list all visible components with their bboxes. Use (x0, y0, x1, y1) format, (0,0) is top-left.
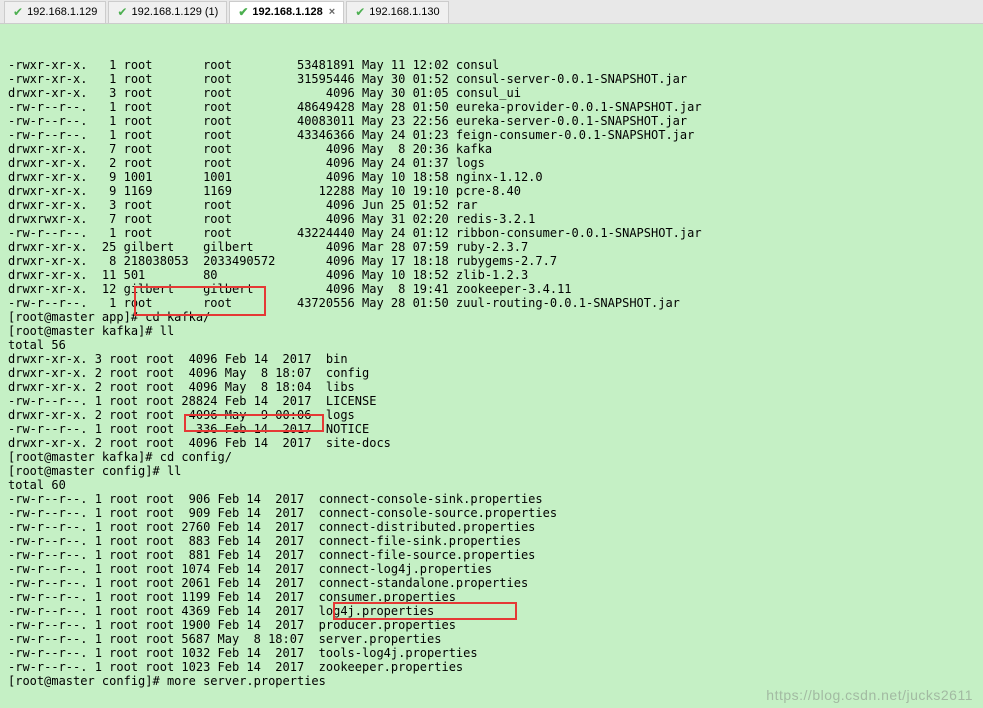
ls-row: drwxr-xr-x. 3 root root 4096 Jun 25 01:5… (8, 198, 975, 212)
tab-192-168-1-130[interactable]: ✔ 192.168.1.130 (346, 1, 448, 23)
ls-row: -rw-r--r--. 1 root root 43224440 May 24 … (8, 226, 975, 240)
prompt-cd-config: [root@master kafka]# cd config/ (8, 450, 975, 464)
ls-row: -rw-r--r--. 1 root root 1900 Feb 14 2017… (8, 618, 975, 632)
ls-row: drwxr-xr-x. 8 218038053 2033490572 4096 … (8, 254, 975, 268)
ls-row: drwxr-xr-x. 3 root root 4096 May 30 01:0… (8, 86, 975, 100)
tab-bar: ✔ 192.168.1.129 ✔ 192.168.1.129 (1) ✔ 192.168… (0, 0, 983, 24)
ls-row: -rw-r--r--. 1 root root 28824 Feb 14 201… (8, 394, 975, 408)
ls-row: drwxr-xr-x. 11 501 80 4096 May 10 18:52 … (8, 268, 975, 282)
ls-row: -rw-r--r--. 1 root root 1023 Feb 14 2017… (8, 660, 975, 674)
close-icon[interactable]: × (329, 6, 335, 18)
total-line: total 56 (8, 338, 975, 352)
check-icon: ✔ (238, 5, 248, 19)
prompt-ll-config: [root@master config]# ll (8, 464, 975, 478)
tab-label: 192.168.1.129 (1) (131, 6, 218, 18)
check-icon: ✔ (117, 5, 127, 19)
ls-row: -rw-r--r--. 1 root root 881 Feb 14 2017 … (8, 548, 975, 562)
prompt-more: [root@master config]# more server.proper… (8, 674, 975, 688)
total-line: total 60 (8, 478, 975, 492)
ls-row: drwxr-xr-x. 2 root root 4096 Feb 14 2017… (8, 436, 975, 450)
ls-row: drwxr-xr-x. 12 gilbert gilbert 4096 May … (8, 282, 975, 296)
prompt-ll-kafka: [root@master kafka]# ll (8, 324, 975, 338)
ls-row: drwxr-xr-x. 9 1169 1169 12288 May 10 19:… (8, 184, 975, 198)
tab-192-168-1-129[interactable]: ✔ 192.168.1.129 (4, 1, 106, 23)
ls-row: -rw-r--r--. 1 root root 4369 Feb 14 2017… (8, 604, 975, 618)
check-icon: ✔ (13, 5, 23, 19)
tab-192-168-1-128[interactable]: ✔ 192.168.1.128 × (229, 1, 344, 23)
ls-row: drwxrwxr-x. 7 root root 4096 May 31 02:2… (8, 212, 975, 226)
tab-label: 192.168.1.129 (27, 6, 97, 18)
ls-row: -rw-r--r--. 1 root root 40083011 May 23 … (8, 114, 975, 128)
ls-row: -rwxr-xr-x. 1 root root 53481891 May 11 … (8, 58, 975, 72)
ls-row: -rw-r--r--. 1 root root 906 Feb 14 2017 … (8, 492, 975, 506)
ls-row: drwxr-xr-x. 2 root root 4096 May 9 00:06… (8, 408, 975, 422)
ls-row: -rw-r--r--. 1 root root 336 Feb 14 2017 … (8, 422, 975, 436)
ls-row: -rw-r--r--. 1 root root 2760 Feb 14 2017… (8, 520, 975, 534)
ls-row: drwxr-xr-x. 25 gilbert gilbert 4096 Mar … (8, 240, 975, 254)
ls-row: drwxr-xr-x. 2 root root 4096 May 8 18:07… (8, 366, 975, 380)
ls-row: -rw-r--r--. 1 root root 2061 Feb 14 2017… (8, 576, 975, 590)
ls-row: -rw-r--r--. 1 root root 1199 Feb 14 2017… (8, 590, 975, 604)
terminal-output[interactable]: -rwxr-xr-x. 1 root root 53481891 May 11 … (0, 24, 983, 708)
ls-row: -rw-r--r--. 1 root root 883 Feb 14 2017 … (8, 534, 975, 548)
ls-row: -rw-r--r--. 1 root root 48649428 May 28 … (8, 100, 975, 114)
ls-row: -rwxr-xr-x. 1 root root 31595446 May 30 … (8, 72, 975, 86)
ls-row: drwxr-xr-x. 3 root root 4096 Feb 14 2017… (8, 352, 975, 366)
ls-row: drwxr-xr-x. 2 root root 4096 May 24 01:3… (8, 156, 975, 170)
watermark-text: https://blog.csdn.net/jucks2611 (766, 688, 973, 702)
ls-row: -rw-r--r--. 1 root root 1032 Feb 14 2017… (8, 646, 975, 660)
ls-row: drwxr-xr-x. 7 root root 4096 May 8 20:36… (8, 142, 975, 156)
tab-label: 192.168.1.130 (369, 6, 439, 18)
prompt-cd-kafka: [root@master app]# cd kafka/ (8, 310, 975, 324)
check-icon: ✔ (355, 5, 365, 19)
ls-row: -rw-r--r--. 1 root root 5687 May 8 18:07… (8, 632, 975, 646)
ls-row: -rw-r--r--. 1 root root 43720556 May 28 … (8, 296, 975, 310)
ls-row: drwxr-xr-x. 9 1001 1001 4096 May 10 18:5… (8, 170, 975, 184)
ls-row: drwxr-xr-x. 2 root root 4096 May 8 18:04… (8, 380, 975, 394)
tab-label: 192.168.1.128 (252, 6, 322, 18)
ls-row: -rw-r--r--. 1 root root 1074 Feb 14 2017… (8, 562, 975, 576)
tab-192-168-1-129--1-[interactable]: ✔ 192.168.1.129 (1) (108, 1, 227, 23)
ls-row: -rw-r--r--. 1 root root 43346366 May 24 … (8, 128, 975, 142)
ls-row: -rw-r--r--. 1 root root 909 Feb 14 2017 … (8, 506, 975, 520)
